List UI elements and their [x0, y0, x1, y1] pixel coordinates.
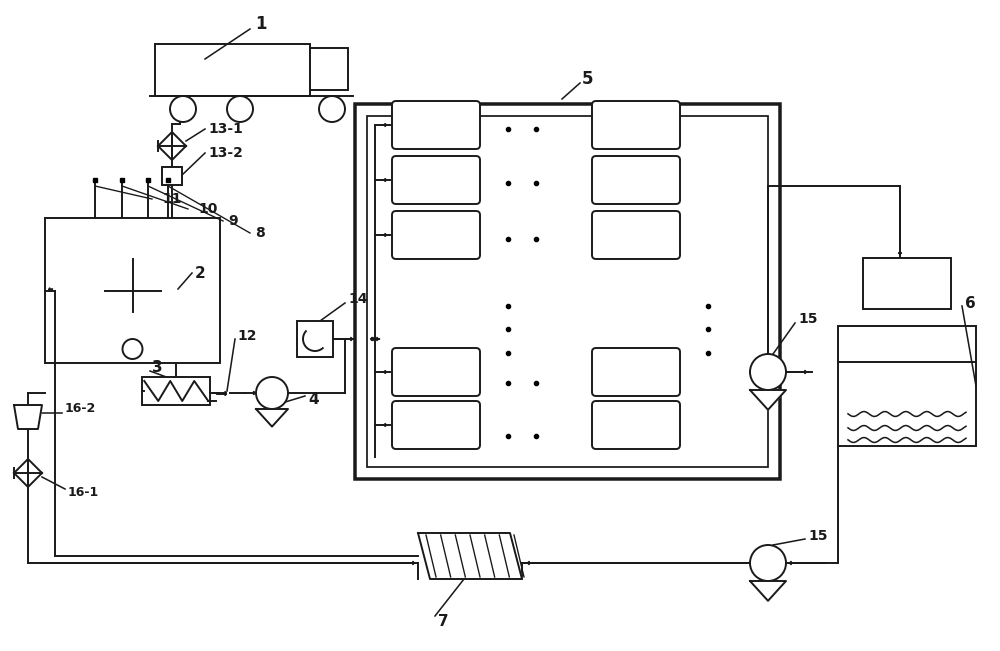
FancyBboxPatch shape [392, 348, 480, 396]
Text: 7: 7 [438, 613, 449, 628]
Text: 4: 4 [308, 391, 319, 406]
Bar [45, 218, 220, 363]
Polygon shape [256, 409, 288, 426]
Text: 10: 10 [198, 202, 217, 216]
Circle shape [227, 96, 253, 122]
Text: 14: 14 [348, 292, 368, 306]
Text: 12: 12 [237, 329, 256, 343]
Text: 11: 11 [162, 192, 182, 206]
Polygon shape [14, 405, 42, 429]
Bar [838, 326, 976, 446]
Text: 16-2: 16-2 [65, 402, 96, 415]
Circle shape [256, 377, 288, 409]
Bar [155, 44, 310, 96]
FancyBboxPatch shape [592, 156, 680, 204]
Polygon shape [28, 459, 42, 487]
FancyBboxPatch shape [392, 211, 480, 259]
Text: 5: 5 [582, 70, 594, 88]
Bar [142, 377, 210, 405]
FancyBboxPatch shape [592, 401, 680, 449]
Circle shape [750, 545, 786, 581]
Bar [310, 48, 348, 90]
Bar [297, 321, 333, 357]
Text: 16-1: 16-1 [68, 486, 99, 499]
Polygon shape [418, 533, 522, 579]
Bar [863, 258, 951, 309]
Polygon shape [142, 377, 210, 405]
FancyBboxPatch shape [592, 348, 680, 396]
Polygon shape [172, 132, 186, 160]
Text: 2: 2 [195, 266, 206, 281]
Text: 8: 8 [255, 226, 265, 240]
Bar [162, 167, 182, 185]
Text: 6: 6 [965, 296, 976, 311]
FancyBboxPatch shape [592, 101, 680, 149]
Text: 9: 9 [228, 214, 238, 228]
Text: 13-2: 13-2 [208, 146, 243, 160]
Polygon shape [750, 581, 786, 601]
Text: 1: 1 [255, 15, 266, 33]
Polygon shape [158, 132, 172, 160]
FancyBboxPatch shape [392, 401, 480, 449]
Circle shape [170, 96, 196, 122]
Circle shape [122, 339, 143, 359]
Circle shape [750, 354, 786, 390]
Bar [355, 104, 780, 479]
Text: 15: 15 [798, 312, 818, 326]
Polygon shape [14, 459, 28, 487]
FancyBboxPatch shape [392, 101, 480, 149]
Text: 3: 3 [152, 361, 163, 376]
Bar [367, 116, 768, 467]
Polygon shape [750, 390, 786, 409]
Text: 15: 15 [808, 529, 828, 543]
Circle shape [319, 96, 345, 122]
FancyBboxPatch shape [592, 211, 680, 259]
FancyBboxPatch shape [392, 156, 480, 204]
Text: 13-1: 13-1 [208, 122, 243, 136]
